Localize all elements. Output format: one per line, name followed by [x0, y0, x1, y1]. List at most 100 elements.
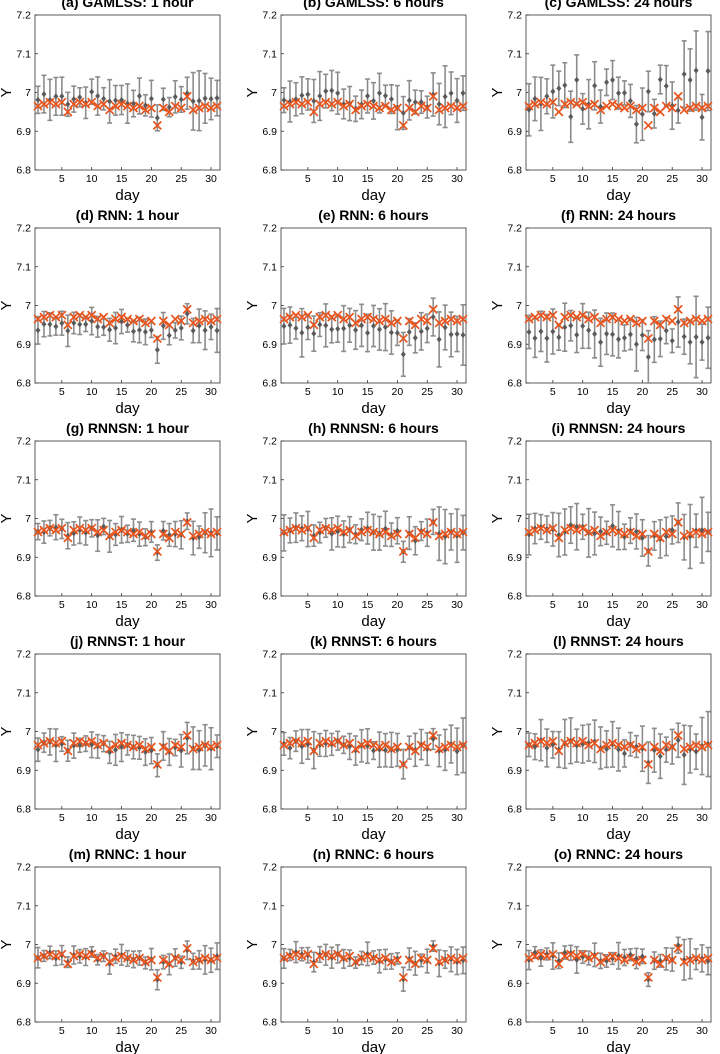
x-tick-label: 20	[637, 812, 649, 824]
predicted-point	[574, 331, 580, 338]
predicted-point	[136, 93, 142, 100]
observed-point	[584, 527, 594, 537]
x-tick-label: 5	[305, 173, 311, 185]
predicted-point	[604, 330, 610, 337]
observed-point	[607, 525, 618, 535]
observed-point	[128, 742, 139, 752]
predicted-point	[454, 748, 460, 755]
predicted-point	[639, 534, 645, 541]
predicted-point	[365, 93, 371, 100]
predicted-point	[657, 335, 663, 342]
x-tick-label: 30	[205, 386, 217, 398]
predicted-point	[568, 113, 574, 120]
predicted-point	[544, 744, 550, 751]
subplot-6: (f) RNN: 24 hours 6.8 6.9 7 7.1 7.2 5 10 15 20 25 3…	[489, 207, 713, 417]
y-tick-label: 6.9	[16, 126, 31, 138]
observed-point	[661, 101, 671, 111]
x-tick-label: 10	[332, 173, 344, 185]
predicted-point	[394, 955, 400, 962]
y-tick-label: 6.8	[262, 804, 277, 816]
y-tick-label: 7.1	[16, 261, 31, 273]
observed-point	[440, 316, 450, 326]
observed-point	[673, 304, 683, 314]
observed-point	[607, 951, 618, 961]
y-tick-label: 6.8	[262, 1017, 277, 1029]
predicted-point	[208, 323, 214, 330]
observed-point	[303, 949, 313, 959]
x-tick-label: 20	[392, 599, 404, 611]
observed-point	[649, 955, 659, 965]
observed-point	[110, 527, 121, 537]
predicted-point	[657, 76, 663, 83]
y-tick-label: 6.8	[16, 165, 31, 177]
y-tick-label: 6.8	[507, 1017, 522, 1029]
observed-point	[673, 517, 683, 527]
subplot-9: (i) RNNSN: 24 hours 6.8 6.9 7 7.1 7.2 5 10 15 20 2…	[489, 420, 713, 630]
x-tick-label: 25	[175, 599, 187, 611]
observed-point	[661, 740, 671, 750]
x-tick-label: 10	[332, 599, 344, 611]
predicted-point	[59, 93, 65, 100]
x-tick-label: 30	[451, 599, 463, 611]
predicted-point	[616, 527, 621, 534]
predicted-point	[610, 331, 616, 338]
observed-point	[679, 318, 689, 328]
predicted-point	[705, 68, 711, 75]
observed-point	[554, 959, 564, 969]
observed-point	[63, 320, 73, 330]
y-tick-label: 7.1	[262, 261, 277, 273]
observed-point	[440, 742, 450, 752]
observed-point	[315, 951, 325, 961]
observed-point	[140, 318, 151, 328]
predicted-point	[89, 318, 95, 325]
observed-point	[291, 97, 301, 107]
observed-point	[182, 943, 192, 953]
predicted-point	[436, 336, 442, 343]
x-axis-label: day	[361, 187, 386, 204]
observed-point	[601, 527, 612, 537]
observed-point	[542, 312, 552, 322]
observed-point	[374, 742, 385, 752]
observed-point	[613, 314, 624, 324]
observed-point	[350, 744, 361, 754]
observed-point	[607, 738, 618, 748]
predicted-point	[442, 93, 448, 100]
y-tick-label: 6.9	[507, 552, 522, 564]
x-tick-label: 5	[550, 812, 556, 824]
observed-point	[321, 97, 331, 107]
y-tick-label: 6.9	[507, 765, 522, 777]
predicted-point	[77, 742, 83, 749]
observed-point	[194, 742, 204, 752]
subplot-title: (g) RNNSN: 1 hour	[66, 420, 189, 436]
predicted-point	[687, 339, 693, 346]
observed-point	[530, 525, 540, 535]
x-tick-label: 30	[451, 1025, 463, 1037]
predicted-point	[190, 98, 196, 105]
x-tick-label: 10	[86, 1025, 98, 1037]
observed-point	[536, 949, 546, 959]
observed-point	[416, 527, 426, 537]
observed-point	[200, 740, 210, 750]
predicted-point	[556, 85, 562, 92]
y-tick-label: 7.2	[16, 223, 31, 235]
observed-point	[309, 107, 319, 117]
observed-point	[691, 740, 701, 750]
y-tick-label: 7	[25, 87, 31, 99]
observed-point	[75, 310, 85, 320]
x-axis-label: day	[361, 826, 386, 843]
observed-point	[146, 316, 156, 326]
observed-point	[212, 101, 222, 111]
y-tick-label: 7.1	[262, 474, 277, 486]
observed-point	[536, 310, 546, 320]
x-tick-label: 20	[637, 1025, 649, 1037]
x-tick-label: 30	[205, 1025, 217, 1037]
observed-point	[321, 523, 331, 533]
predicted-point	[460, 332, 466, 339]
predicted-point	[47, 321, 53, 328]
observed-point	[625, 314, 636, 324]
observed-point	[368, 314, 379, 324]
observed-point	[554, 746, 564, 756]
predicted-point	[621, 334, 627, 341]
observed-point	[619, 742, 630, 752]
predicted-point	[580, 322, 586, 329]
